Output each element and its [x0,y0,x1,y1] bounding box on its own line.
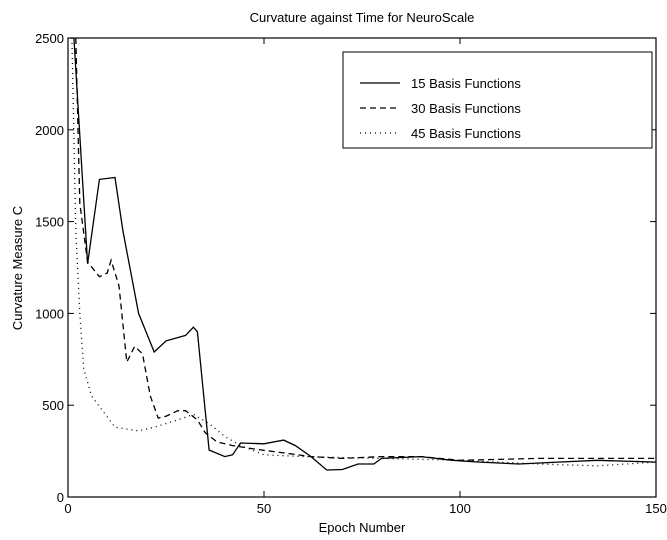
y-tick-label: 2500 [35,31,64,46]
x-tick-label: 100 [449,501,471,516]
chart-title: Curvature against Time for NeuroScale [250,10,475,25]
y-tick-label: 2000 [35,123,64,138]
legend-label: 30 Basis Functions [411,101,521,116]
y-axis-label: Curvature Measure C [10,206,25,330]
data-line [71,37,657,467]
y-tick-label: 0 [57,490,64,505]
x-tick-label: 0 [64,501,71,516]
x-tick-label: 50 [257,501,271,516]
legend-box [342,51,653,149]
data-line [75,37,656,461]
x-tick-label: 150 [645,501,667,516]
plot-frame [67,37,657,498]
y-tick-label: 1500 [35,215,64,230]
legend-label: 45 Basis Functions [411,126,521,141]
data-line [73,37,657,471]
y-tick-label: 500 [42,398,64,413]
x-axis-label: Epoch Number [319,520,406,535]
y-tick-label: 1000 [35,306,64,321]
legend-label: 15 Basis Functions [411,76,521,91]
